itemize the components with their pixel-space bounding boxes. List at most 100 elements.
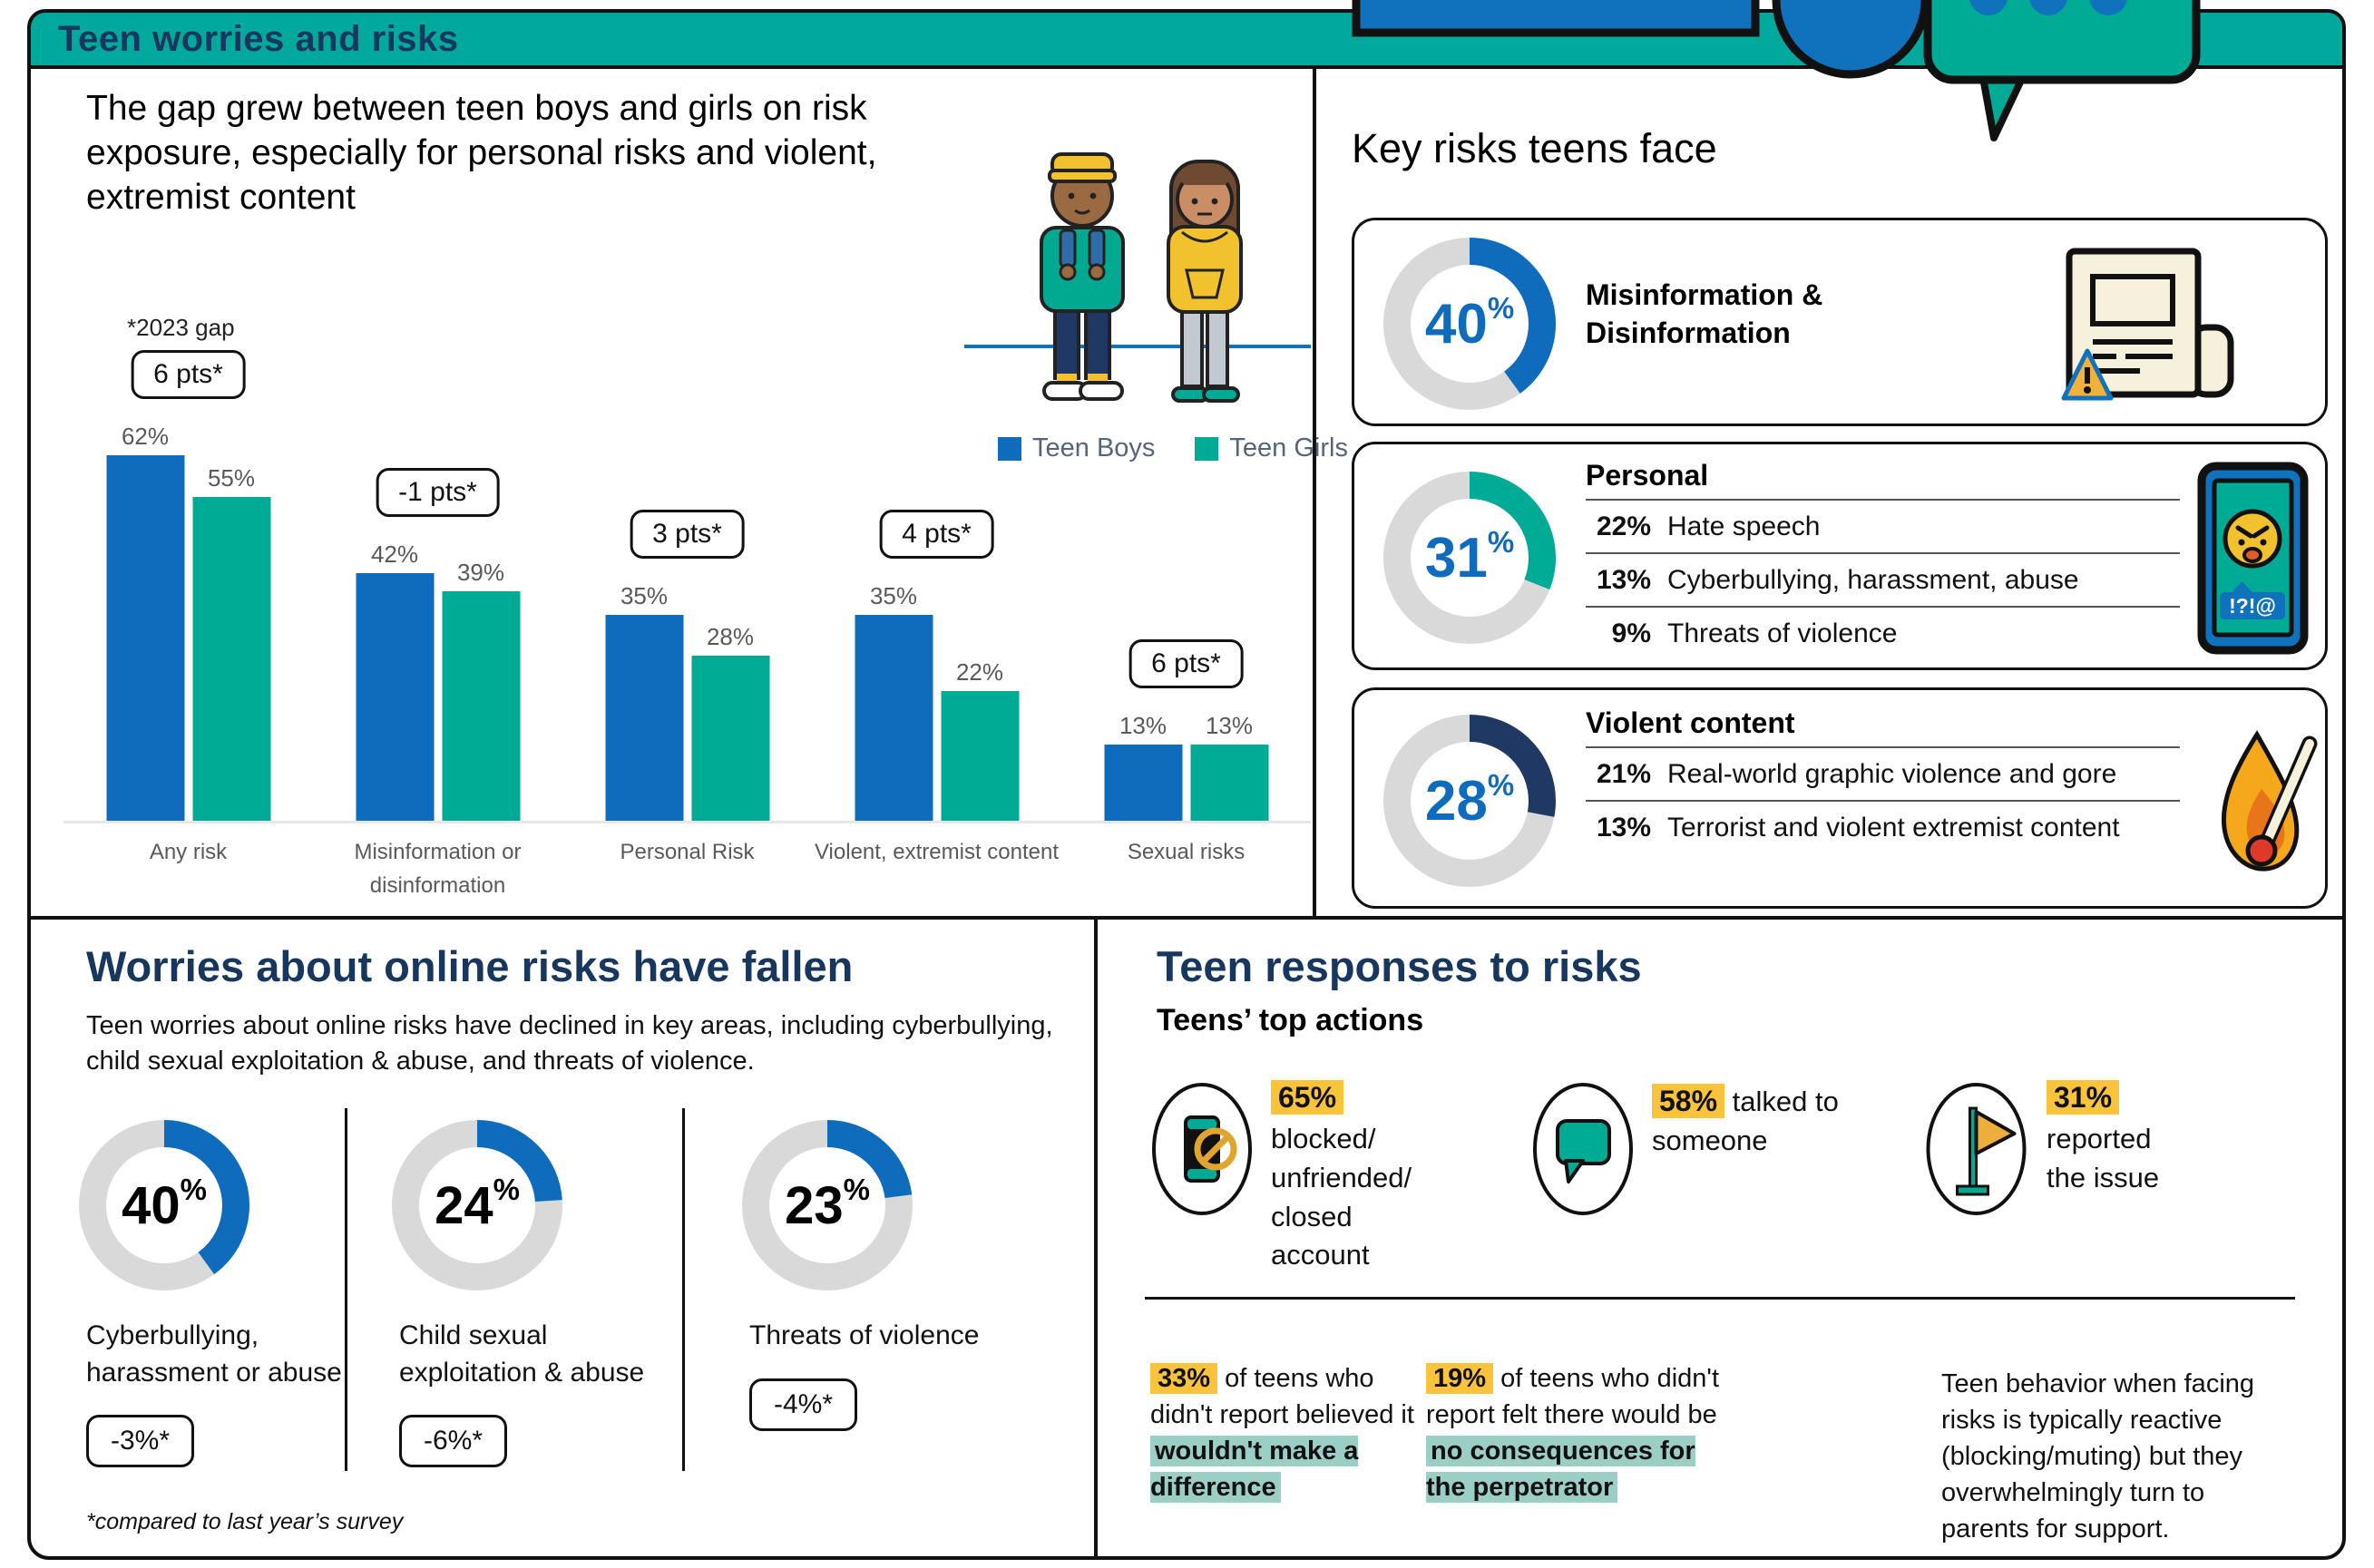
donut-svg — [742, 1120, 913, 1290]
teen-boy-and-girl-illustration — [964, 152, 1311, 403]
key-risk-title: Personal — [1586, 459, 1709, 492]
donut-percent: 40% — [1424, 291, 1515, 355]
worry-divider — [345, 1108, 347, 1471]
bar-category-label: Sexual risks — [1127, 840, 1246, 864]
bar-teen-boys — [1104, 744, 1182, 821]
donut-percent: 23% — [785, 1173, 870, 1235]
risk-row-label: Cyberbullying, harassment, abuse — [1667, 565, 2079, 595]
teen-boys-swatch — [998, 436, 1021, 461]
donut-svg — [79, 1120, 249, 1290]
bar-pair: 35% 22% — [855, 582, 1019, 821]
donut-svg — [1383, 715, 1556, 887]
donut-percent: 40% — [122, 1173, 207, 1235]
worries-footnote: *compared to last year’s survey — [86, 1509, 404, 1534]
action-blocked: 65% blocked/ unfriended/ closed account — [1150, 1080, 1480, 1275]
svg-text:!?!@: !?!@ — [2229, 594, 2276, 618]
donut-worry-cyberbullying: 40% — [79, 1120, 249, 1290]
vertical-divider-bottom — [1094, 920, 1098, 1556]
worry-label: Child sexual exploitation & abuse — [399, 1320, 645, 1388]
bar-chart-baseline — [64, 821, 1311, 823]
note-text: of teens who didn't report believed it — [1150, 1364, 1414, 1430]
bar-teen-girls — [691, 656, 769, 821]
worry-change-badge: -6%* — [399, 1415, 508, 1467]
risk-row-percent: 21% — [1596, 759, 1651, 789]
key-risk-title: Misinformation & Disinformation — [1586, 278, 1823, 349]
action-body: 31% reported the issue — [2047, 1080, 2228, 1198]
key-risks-heading: Key risks teens face — [1352, 125, 1717, 171]
risk-row-percent: 13% — [1596, 813, 1651, 842]
bar-value-teen-boys: 35% — [620, 581, 669, 609]
responses-heading: Teen responses to risks — [1157, 942, 1642, 990]
note-highlight: no consequences for the perpetrator — [1426, 1436, 1695, 1504]
worry-label: Cyberbullying, harassment or abuse — [86, 1320, 342, 1388]
horizontal-divider — [31, 916, 2342, 920]
gap-annotation: *2023 gap — [127, 314, 235, 341]
gap-badge: -1 pts* — [376, 468, 500, 517]
bar-value-teen-girls: 39% — [456, 558, 505, 586]
action-body: 65% blocked/ unfriended/ closed account — [1271, 1080, 1480, 1275]
note-teen-behavior: Teen behavior when facing risks is typic… — [1941, 1366, 2268, 1547]
donut-misinformation: 40% — [1383, 238, 1556, 410]
bar-value-teen-boys: 42% — [370, 541, 419, 568]
risk-row: 22% Hate speech — [1586, 499, 2180, 552]
bar-value-teen-girls: 28% — [706, 623, 755, 650]
bar-teen-boys — [106, 455, 184, 821]
risk-row: 13% Cyberbullying, harassment, abuse — [1586, 552, 2180, 606]
risk-row-label: Terrorist and violent extremist content — [1667, 813, 2120, 842]
risk-row: 21% Real-world graphic violence and gore — [1586, 746, 2180, 800]
bar-category-label: Personal Risk — [620, 840, 755, 864]
bar-group: 3 pts* 35% 28% Personal Risk — [562, 349, 812, 864]
bar-category-label: Misinformation or disinformation — [354, 840, 522, 899]
donut-svg — [1383, 472, 1556, 644]
bar-category-label: Any risk — [149, 840, 228, 864]
worry-col-threats-of-violence: 23% Threats of violence -4%* — [742, 1120, 1023, 1431]
bar-pair: 13% 13% — [1104, 711, 1268, 821]
bar-teen-girls — [442, 590, 520, 821]
gap-badge: 6 pts* — [131, 350, 246, 399]
note-no-consequences: 19% of teens who didn't report felt ther… — [1426, 1360, 1730, 1505]
key-risk-title: Violent content — [1586, 706, 1795, 739]
bar-pair: 42% 39% — [356, 541, 520, 821]
risk-row-label: Real-world graphic violence and gore — [1667, 759, 2117, 789]
key-risk-card-misinformation: 40% Misinformation & Disinformation — [1352, 218, 2328, 426]
risk-row-label: Threats of violence — [1667, 618, 1898, 648]
action-text: talked to someone — [1652, 1086, 1839, 1156]
key-risk-rows: 22% Hate speech 13% Cyberbullying, haras… — [1586, 499, 2180, 659]
donut-personal: 31% — [1383, 472, 1556, 644]
risk-row: 13% Terrorist and violent extremist cont… — [1586, 800, 2180, 853]
action-text: blocked/ unfriended/ closed account — [1271, 1123, 1412, 1271]
bar-group: 6 pts* 62% 55% Any risk — [64, 349, 313, 864]
legend-label: Teen Boys — [1032, 433, 1156, 463]
bar-pair: 35% 28% — [605, 581, 769, 821]
donut-percent: 31% — [1424, 525, 1515, 589]
risk-row: 9% Threats of violence — [1586, 606, 2180, 659]
worry-divider — [682, 1108, 685, 1471]
teen-girls-swatch — [1195, 436, 1219, 461]
bar-teen-girls — [192, 496, 270, 821]
donut-percent: 28% — [1424, 768, 1515, 833]
action-percent: 58% — [1652, 1084, 1725, 1118]
bar-value-teen-girls: 13% — [1205, 711, 1254, 739]
risk-row-percent: 9% — [1611, 618, 1651, 648]
gap-bar-chart: 6 pts* 62% 55% Any risk -1 pts* 42% 39% Misinfo… — [64, 349, 1311, 898]
donut-violent-content: 28% — [1383, 715, 1556, 887]
action-percent: 65% — [1271, 1080, 1344, 1115]
bar-category-label: Violent, extremist content — [814, 840, 1060, 864]
page-title: Teen worries and risks — [58, 18, 459, 59]
legend-label: Teen Girls — [1229, 433, 1348, 463]
worry-label: Threats of violence — [749, 1320, 980, 1350]
legend-item-teen-boys: Teen Boys — [998, 433, 1155, 463]
bar-teen-boys — [855, 614, 933, 821]
bar-teen-boys — [356, 573, 434, 821]
worries-heading: Worries about online risks have fallen — [86, 942, 854, 990]
note-highlight: wouldn't make a difference — [1150, 1436, 1359, 1504]
risk-row-percent: 13% — [1596, 565, 1651, 595]
risk-row-label: Hate speech — [1667, 511, 1821, 541]
note-text: Teen behavior when facing risks is typic… — [1941, 1369, 2255, 1544]
action-talked: 58% talked to someone — [1531, 1081, 1883, 1217]
key-risk-card-violent-content: 28% Violent content 21% Real-world graph… — [1352, 687, 2328, 909]
gap-badge: 6 pts* — [1128, 638, 1244, 688]
key-risk-rows: 21% Real-world graphic violence and gore… — [1586, 746, 2180, 853]
legend-item-teen-girls: Teen Girls — [1195, 433, 1348, 463]
